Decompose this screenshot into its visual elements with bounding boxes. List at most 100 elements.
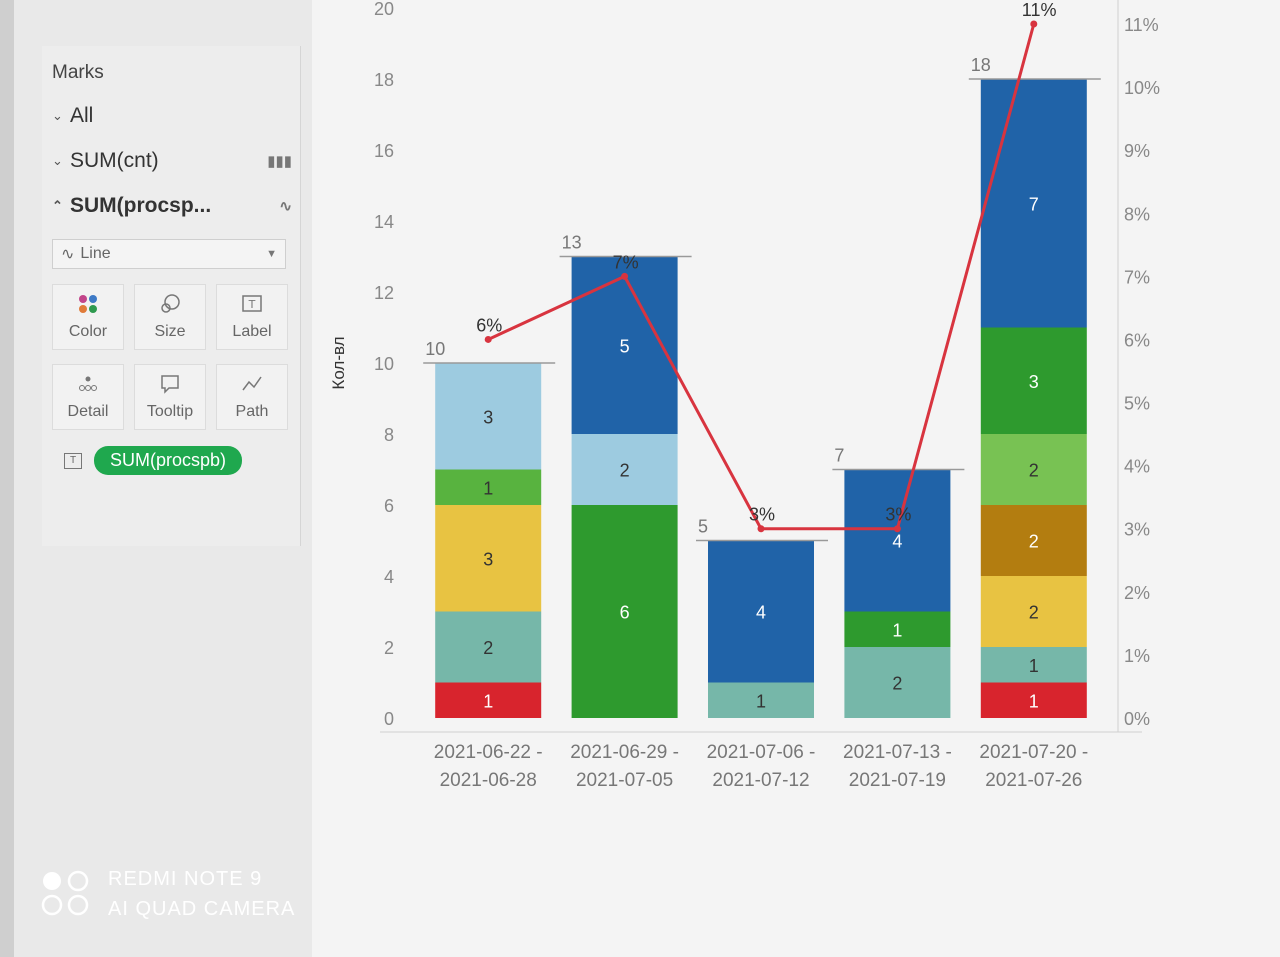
watermark-line1: REDMI NOTE 9	[108, 868, 263, 890]
segment-label: 6	[620, 603, 630, 623]
bar-segment	[844, 647, 951, 718]
procspb-pill[interactable]: SUM(procspb)	[94, 446, 243, 475]
bar-segment	[980, 79, 1087, 328]
tooltip-label: Tooltip	[146, 403, 194, 420]
size-button[interactable]: Size	[134, 284, 206, 350]
size-icon	[159, 293, 181, 317]
line-point	[621, 272, 629, 280]
marks-sum-cnt-label: SUM(cnt)	[70, 149, 159, 172]
segment-label: 1	[483, 691, 493, 711]
label-label: Label	[232, 323, 272, 340]
y-tick-label: 0	[384, 709, 394, 729]
bar-segment	[980, 434, 1087, 505]
tooltip-button[interactable]: Tooltip	[134, 364, 206, 430]
bar-segment	[708, 540, 814, 683]
segment-label: 2	[483, 638, 493, 658]
y2-tick-label: 5%	[1124, 394, 1150, 414]
line-mark-icon: ∿	[61, 246, 75, 263]
segment-label: 1	[483, 478, 493, 498]
line-point-label: 7%	[613, 252, 639, 272]
bar-segment	[435, 611, 542, 683]
marks-all-label: All	[70, 104, 94, 127]
segment-label: 7	[1029, 194, 1039, 214]
marks-sum-procspb-row[interactable]: ⌃ SUM(procsp... ∿	[52, 194, 292, 218]
y-tick-label: 18	[374, 70, 394, 90]
color-button[interactable]: Color	[52, 284, 124, 350]
y-tick-label: 10	[374, 354, 394, 374]
y-tick-label: 16	[374, 141, 394, 161]
y2-tick-label: 4%	[1124, 457, 1150, 477]
line-point	[893, 525, 901, 533]
marks-title: Marks	[52, 62, 104, 83]
bar-segment	[435, 682, 542, 718]
segment-label: 2	[620, 461, 630, 481]
line-point	[484, 335, 492, 343]
segment-label: 1	[892, 620, 902, 640]
segment-label: 3	[1029, 372, 1039, 392]
total-label: 5	[698, 517, 708, 537]
line-point-label: 6%	[476, 315, 502, 335]
bar-segment	[571, 434, 678, 505]
y-axis-label: Кол-вл	[329, 336, 348, 389]
path-button[interactable]: Path	[216, 364, 288, 430]
y-tick-label: 6	[384, 496, 394, 516]
y2-tick-label: 1%	[1124, 646, 1150, 666]
bar-segment	[980, 682, 1087, 718]
bar-segment	[571, 505, 678, 718]
line-point-label: 3%	[749, 505, 775, 525]
label-shelf: T SUM(procspb)	[64, 446, 243, 475]
segment-label: 4	[892, 532, 902, 552]
y2-tick-label: 10%	[1124, 78, 1160, 98]
category-label: 2021-06-22 -	[434, 742, 543, 763]
bar-segment	[980, 576, 1087, 647]
bar-segment	[844, 469, 951, 612]
bar-segment	[571, 256, 678, 434]
y2-tick-label: 8%	[1124, 204, 1150, 224]
path-label: Path	[235, 403, 269, 420]
y-tick-label: 12	[374, 283, 394, 303]
detail-button[interactable]: Detail	[52, 364, 124, 430]
marks-sum-cnt-row[interactable]: ⌄ SUM(cnt) ▮▮▮	[52, 149, 292, 173]
camera-watermark: REDMI NOTE 9 AI QUAD CAMERA	[40, 864, 295, 924]
dropdown-caret-icon: ▼	[266, 248, 277, 260]
bar-chart-icon: ▮▮▮	[267, 153, 292, 170]
y-tick-label: 8	[384, 425, 394, 445]
path-icon	[241, 373, 263, 397]
bar-segment	[435, 505, 542, 612]
y-tick-label: 20	[374, 0, 394, 19]
bar-segment	[844, 611, 951, 647]
y2-tick-label: 2%	[1124, 583, 1150, 603]
segment-label: 1	[1029, 656, 1039, 676]
mark-type-dropdown[interactable]: ∿ Line ▼	[52, 239, 286, 269]
y2-tick-label: 7%	[1124, 267, 1150, 287]
total-label: 18	[971, 55, 991, 75]
line-point-label: 11%	[1022, 0, 1057, 20]
segment-label: 1	[756, 691, 766, 711]
segment-label: 1	[1029, 691, 1039, 711]
chevron-up-icon: ⌃	[52, 198, 63, 213]
category-label: 2021-07-20 -	[979, 742, 1088, 763]
segment-label: 2	[892, 674, 902, 694]
marks-card: Marks ⌄ All ⌄ SUM(cnt) ▮▮▮ ⌃ SUM(procsp.…	[42, 46, 301, 546]
category-label: 2021-07-13 -	[843, 742, 952, 763]
category-label: 2021-07-19	[849, 770, 946, 791]
label-icon: T	[241, 293, 263, 317]
segment-label: 2	[1029, 603, 1039, 623]
color-label: Color	[68, 323, 108, 340]
category-label: 2021-06-29 -	[570, 742, 679, 763]
size-label: Size	[154, 323, 186, 340]
color-palette-icon	[77, 293, 99, 317]
detail-label: Detail	[67, 403, 109, 420]
watermark-line2: AI QUAD CAMERA	[108, 898, 296, 920]
chevron-down-icon: ⌄	[52, 108, 63, 123]
label-button[interactable]: T Label	[216, 284, 288, 350]
label-field-icon: T	[64, 452, 82, 469]
tooltip-icon	[159, 373, 181, 397]
bar-segment	[980, 647, 1087, 683]
total-label: 10	[425, 339, 445, 359]
y2-tick-label: 0%	[1124, 709, 1150, 729]
camera-logo-icon	[40, 869, 92, 919]
segment-label: 2	[1029, 532, 1039, 552]
category-label: 2021-07-12	[712, 770, 809, 791]
marks-all-row[interactable]: ⌄ All	[52, 104, 292, 128]
